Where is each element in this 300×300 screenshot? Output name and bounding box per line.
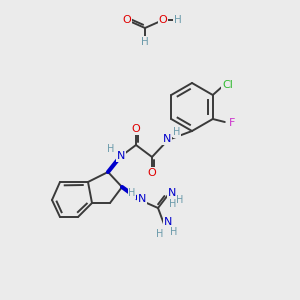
Text: H: H bbox=[176, 195, 184, 205]
Text: O: O bbox=[123, 15, 131, 25]
Text: N: N bbox=[163, 134, 171, 144]
Text: H: H bbox=[128, 188, 136, 198]
Text: Cl: Cl bbox=[222, 80, 233, 90]
Text: H: H bbox=[141, 37, 149, 47]
Text: H: H bbox=[170, 227, 178, 237]
Text: H: H bbox=[169, 199, 177, 209]
Text: O: O bbox=[148, 168, 156, 178]
Text: H: H bbox=[107, 144, 115, 154]
Text: H: H bbox=[174, 15, 182, 25]
Text: H: H bbox=[173, 127, 181, 137]
Text: O: O bbox=[159, 15, 167, 25]
Text: N: N bbox=[117, 151, 125, 161]
Text: H: H bbox=[156, 229, 164, 239]
Text: O: O bbox=[132, 124, 140, 134]
Text: F: F bbox=[229, 118, 235, 128]
Text: N: N bbox=[164, 217, 172, 227]
Text: N: N bbox=[168, 188, 176, 198]
Text: N: N bbox=[138, 194, 146, 204]
